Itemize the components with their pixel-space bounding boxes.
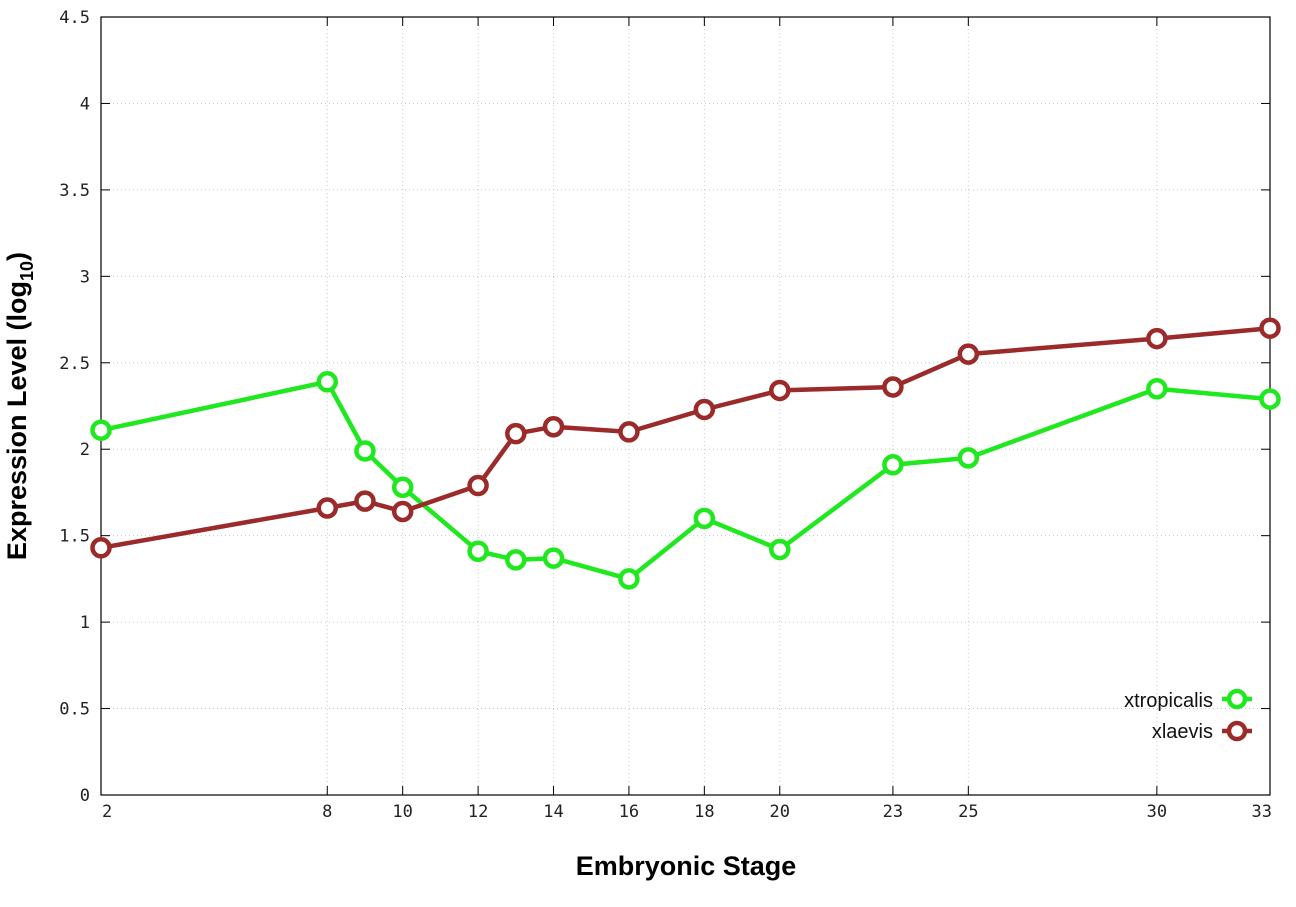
x-tick-label: 16 [619, 802, 639, 822]
x-tick-label: 8 [322, 802, 332, 822]
y-axis-title-main: Expression Level (log [2, 281, 32, 560]
legend-label-xtropicalis: xtropicalis [1124, 690, 1213, 712]
data-point-xlaevis [391, 500, 414, 523]
data-point-xtropicalis [693, 507, 716, 530]
data-point-xlaevis [693, 398, 716, 421]
data-point-xtropicalis [542, 547, 565, 569]
data-point-xtropicalis [769, 538, 791, 561]
data-point-xlaevis [957, 343, 980, 365]
data-point-xtropicalis [467, 540, 489, 562]
y-tick-label: 0.5 [59, 700, 90, 720]
data-point-xtropicalis [505, 549, 527, 571]
data-point-xlaevis [1259, 317, 1281, 339]
y-axis-title-close: ) [2, 252, 32, 261]
x-tick-label: 30 [1147, 802, 1167, 822]
data-point-xlaevis [769, 379, 791, 402]
data-point-xlaevis [354, 490, 376, 512]
y-tick-label: 1 [80, 613, 90, 633]
data-point-xtropicalis [1259, 388, 1281, 410]
data-point-xtropicalis [354, 440, 376, 462]
x-tick-label: 12 [468, 802, 488, 822]
data-point-xlaevis [1146, 327, 1168, 350]
data-point-xtropicalis [957, 447, 980, 469]
x-tick-label: 2 [102, 802, 112, 822]
x-tick-label: 25 [958, 802, 978, 822]
x-tick-label: 33 [1252, 802, 1272, 822]
legend: xtropicalis xlaevis [1124, 688, 1252, 743]
x-tick-label: 10 [392, 802, 412, 822]
x-tick-labels: 2 8 10 12 14 16 18 20 23 25 30 33 [102, 802, 1272, 822]
data-point-xtropicalis [391, 476, 414, 499]
data-point-xtropicalis [1146, 377, 1168, 400]
series-line-xlaevis [100, 325, 1271, 551]
y-tick-label: 2 [80, 440, 90, 460]
y-axis-title-subscript: 10 [17, 261, 37, 281]
y-tick-label: 4 [80, 94, 90, 114]
legend-marker-xlaevis [1226, 720, 1248, 742]
data-point-xtropicalis [882, 454, 904, 476]
axis-ticks [100, 16, 1271, 796]
data-point-xtropicalis [316, 371, 339, 393]
y-axis-title: Expression Level (log10) [2, 252, 37, 560]
x-axis-title: Embryonic Stage [576, 851, 797, 881]
data-point-xlaevis [505, 422, 527, 445]
data-point-xlaevis [467, 474, 489, 497]
series-line-xtropicalis [100, 379, 1271, 582]
y-tick-label: 2.5 [59, 354, 90, 374]
y-tick-label: 3 [80, 267, 90, 287]
x-tick-label: 18 [694, 802, 714, 822]
legend-label-xlaevis: xlaevis [1152, 721, 1213, 743]
y-tick-label: 3.5 [59, 181, 90, 201]
data-point-xtropicalis [618, 568, 640, 590]
series-layer [90, 317, 1281, 590]
grid [101, 17, 1270, 795]
plot-frame [100, 16, 1271, 796]
legend-marker-xtropicalis [1226, 688, 1248, 710]
y-tick-label: 0 [80, 786, 90, 806]
x-tick-label: 23 [883, 802, 903, 822]
y-tick-label: 4.5 [59, 8, 90, 28]
data-point-xlaevis [882, 376, 904, 398]
data-point-xlaevis [618, 421, 640, 443]
y-tick-labels: 0 0.5 1 1.5 2 2.5 3 3.5 4 4.5 [59, 8, 90, 806]
x-tick-label: 14 [543, 802, 563, 822]
y-tick-label: 1.5 [59, 527, 90, 547]
x-tick-label: 20 [770, 802, 790, 822]
data-point-xtropicalis [90, 419, 112, 441]
data-point-xlaevis [90, 537, 112, 559]
data-point-xlaevis [316, 497, 339, 519]
data-point-xlaevis [542, 415, 565, 438]
